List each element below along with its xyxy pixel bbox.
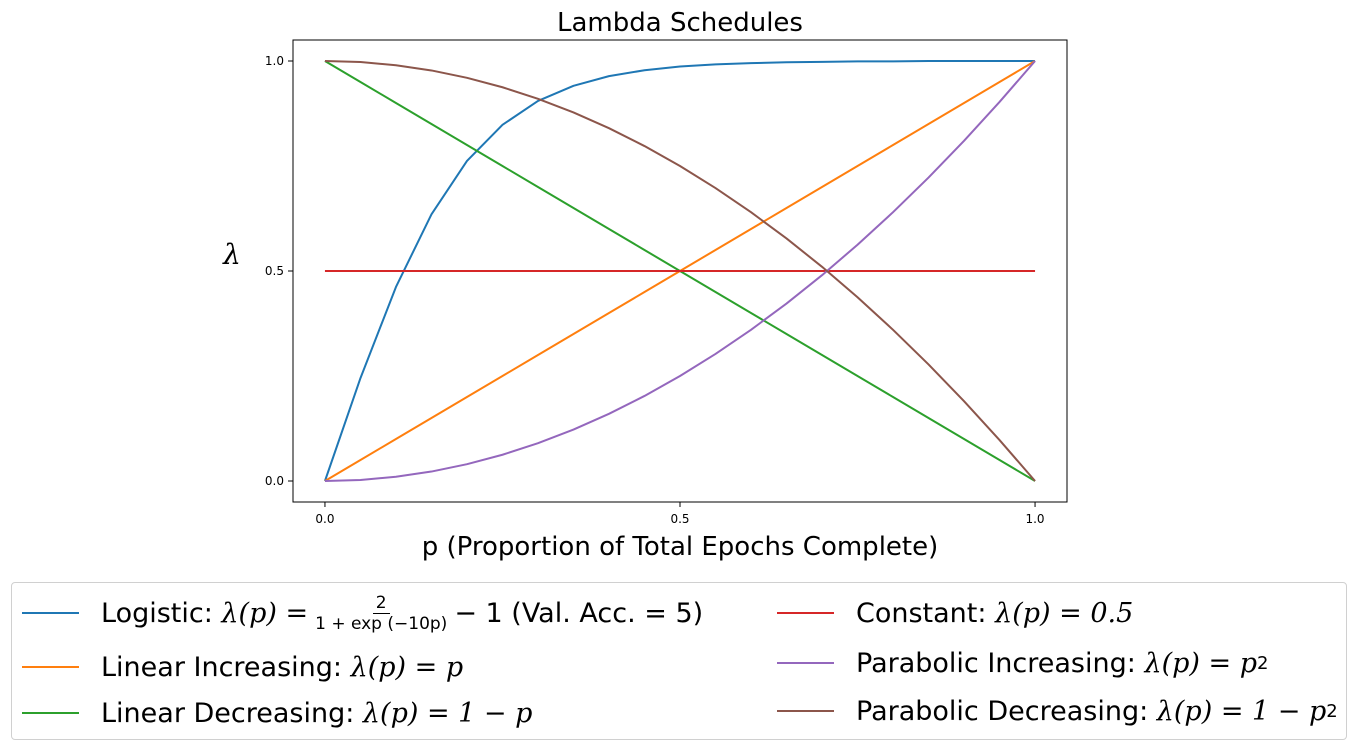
y-tick-label: 0.5 [265, 264, 284, 278]
legend-label-linear-decreasing: Linear Decreasing: [101, 697, 355, 729]
legend-line-parabolic-decreasing [777, 710, 834, 712]
legend-formula-linear-increasing: λ(p) = p [350, 651, 464, 683]
tick-layer: 0.0 0.5 1.0 0.0 0.5 1.0 [265, 54, 1045, 526]
series-layer [324, 60, 1036, 482]
y-tick-label: 0.0 [265, 474, 284, 488]
legend-sup-parabolic-decreasing: 2 [1326, 700, 1338, 722]
chart-title: Lambda Schedules [557, 8, 803, 38]
y-axis-label: λ [222, 238, 241, 271]
x-axis-label: p (Proportion of Total Epochs Complete) [422, 532, 939, 562]
legend-formula-parabolic-decreasing: λ(p) = 1 − p [1156, 695, 1327, 727]
x-tick-label: 0.0 [315, 512, 334, 526]
legend-tail-logistic: − 1 (Val. Acc. = 5) [454, 597, 704, 629]
legend-formula-parabolic-increasing: λ(p) = p [1144, 647, 1257, 679]
legend-formula-constant: λ(p) = 0.5 [995, 597, 1134, 629]
chart: Lambda Schedules 0.0 0.5 1.0 0.0 0.5 1.0 p (P… [222, 8, 1068, 562]
legend-sup-parabolic-increasing: 2 [1257, 652, 1269, 674]
legend-label-parabolic-decreasing: Parabolic Decreasing: [856, 695, 1149, 727]
legend-line-linear-decreasing [22, 712, 79, 714]
legend-label-logistic: Logistic: [101, 597, 213, 629]
legend-item-linear-increasing: Linear Increasing: λ(p) = p [22, 647, 463, 687]
y-tick-label: 1.0 [265, 54, 284, 68]
series-line-logistic [324, 60, 1036, 482]
legend-line-linear-increasing [22, 666, 79, 668]
legend-label-linear-increasing: Linear Increasing: [101, 651, 342, 683]
legend-label-constant: Constant: [856, 597, 987, 629]
fraction-denominator: 1 + exp (−10p) [315, 613, 448, 634]
fraction-numerator: 2 [372, 593, 390, 614]
legend-item-constant: Constant: λ(p) = 0.5 [777, 593, 1133, 633]
x-tick-label: 0.5 [670, 512, 689, 526]
legend-line-logistic [22, 612, 79, 614]
legend-formula-logistic: λ(p) = [221, 597, 309, 629]
legend-item-linear-decreasing: Linear Decreasing: λ(p) = 1 − p [22, 693, 532, 733]
legend-line-constant [777, 612, 834, 614]
legend-label-parabolic-increasing: Parabolic Increasing: [856, 647, 1136, 679]
x-tick-label: 1.0 [1025, 512, 1044, 526]
legend-line-parabolic-increasing [777, 662, 834, 664]
legend-formula-linear-decreasing: λ(p) = 1 − p [362, 697, 533, 729]
series-line-parabolic-decreasing [324, 60, 1036, 482]
series-line-parabolic-increasing [324, 60, 1036, 482]
